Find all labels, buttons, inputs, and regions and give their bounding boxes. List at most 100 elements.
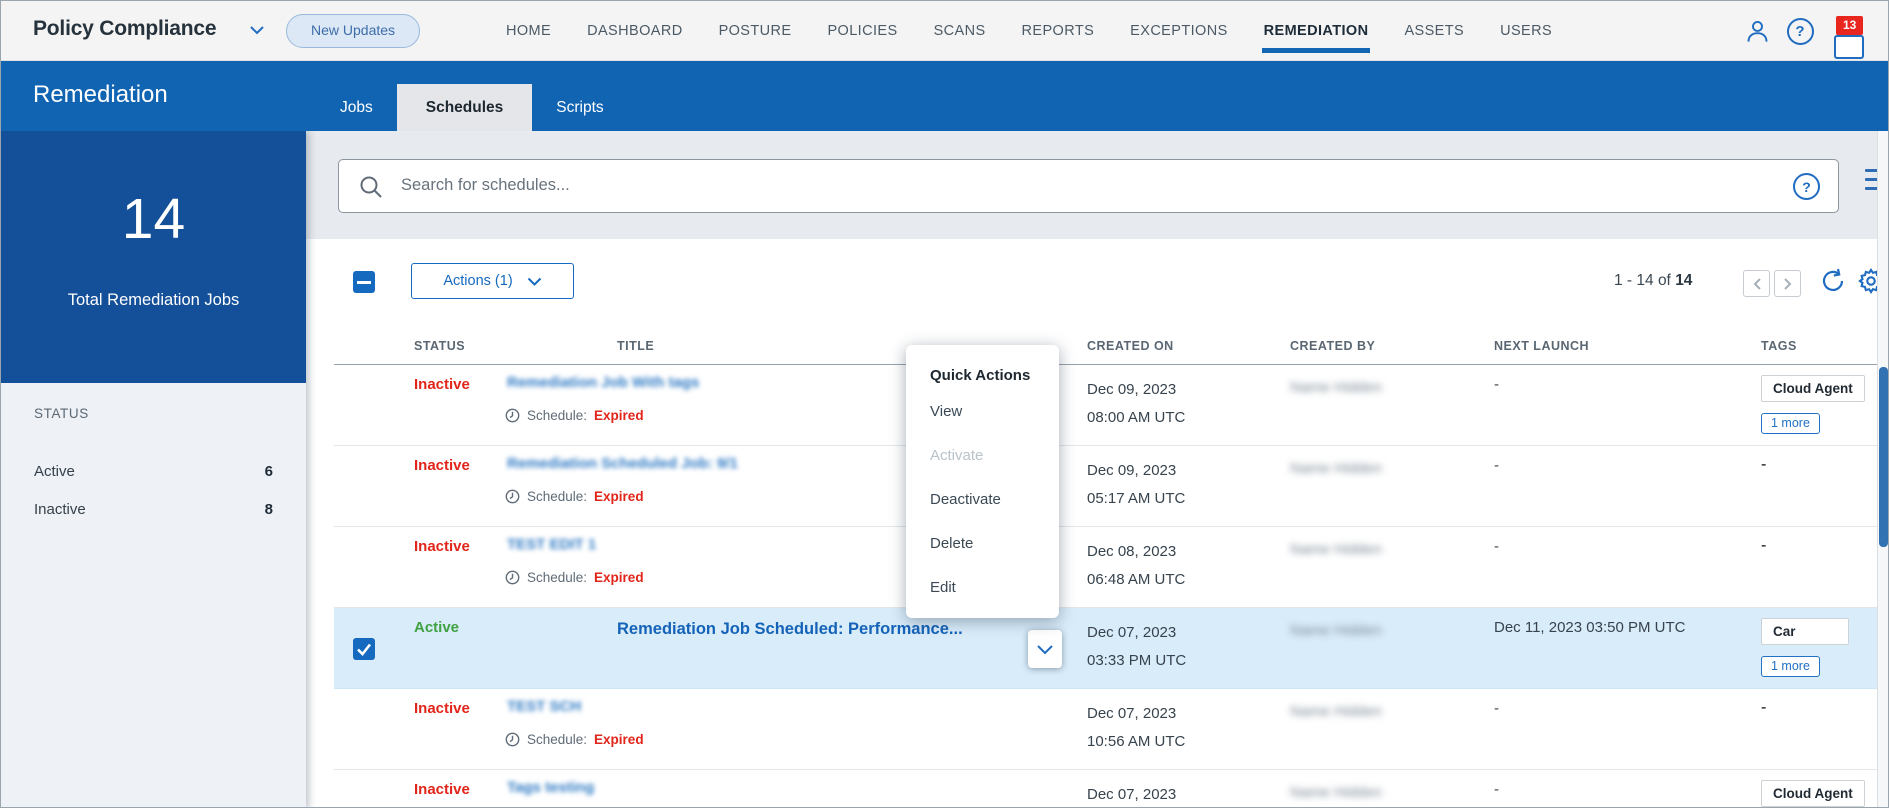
col-header-created-on: CREATED ON — [1087, 339, 1174, 353]
created-on-cell: Dec 08, 2023 06:48 AM UTC — [1087, 543, 1186, 588]
search-help-icon[interactable]: ? — [1793, 173, 1820, 200]
created-by-redacted: Name Hidden — [1290, 460, 1382, 477]
quick-actions-menu: Quick Actions View Activate Deactivate D… — [906, 345, 1059, 618]
schedule-title-link[interactable]: Tags testing — [507, 779, 595, 796]
status-badge: Inactive — [414, 700, 470, 717]
next-launch-cell: Dec 11, 2023 03:50 PM UTC — [1494, 619, 1686, 636]
search-icon — [358, 174, 384, 200]
nav-item-assets[interactable]: ASSETS — [1404, 23, 1465, 39]
tag-chip: Cloud Agent — [1761, 780, 1865, 807]
status-badge: Active — [414, 619, 460, 636]
status-badge: Inactive — [414, 457, 470, 474]
schedule-status-line: Schedule: Expired — [505, 489, 644, 504]
next-launch-cell: - — [1494, 457, 1499, 474]
created-on-cell: Dec 07, 2023 — [1087, 786, 1177, 803]
row-checkbox-checked[interactable] — [353, 638, 375, 660]
row-quick-actions-button[interactable] — [1028, 630, 1062, 668]
nav-item-scans[interactable]: SCANS — [933, 23, 986, 39]
created-on-cell: Dec 09, 2023 08:00 AM UTC — [1087, 381, 1186, 426]
new-updates-button[interactable]: New Updates — [286, 14, 421, 48]
tags-cell: - — [1761, 537, 1767, 554]
prev-page-button[interactable] — [1743, 270, 1770, 297]
schedule-status-line: Schedule: Expired — [505, 570, 644, 585]
vertical-scrollbar — [1877, 131, 1888, 807]
more-tags-chip[interactable]: 1 more — [1761, 656, 1820, 677]
actions-dropdown-button[interactable]: Actions (1) — [411, 263, 574, 299]
notification-doc-icon — [1834, 35, 1864, 59]
main-nav: HOME DASHBOARD POSTURE POLICIES SCANS RE… — [506, 1, 1552, 61]
menu-item-deactivate[interactable]: Deactivate — [930, 491, 1001, 508]
clock-icon — [505, 489, 520, 504]
nav-item-exceptions[interactable]: EXCEPTIONS — [1130, 23, 1228, 39]
tags-cell: Cloud Agent — [1761, 780, 1881, 807]
tags-cell: Cloud Agent 1 more — [1761, 375, 1881, 434]
nav-item-remediation[interactable]: REMEDIATION — [1261, 1, 1371, 61]
table-row: Inactive TEST SCH Schedule: Expired Dec … — [334, 689, 1879, 770]
table-row: Inactive Tags testing Dec 07, 2023 Name … — [334, 770, 1881, 807]
tab-scripts[interactable]: Scripts — [556, 99, 604, 116]
notifications-icon[interactable]: 13 — [1828, 16, 1864, 59]
nav-item-posture[interactable]: POSTURE — [718, 23, 792, 39]
schedule-title-link[interactable]: Remediation Job Scheduled: Performance..… — [617, 620, 963, 638]
schedule-prefix: Schedule: — [527, 732, 588, 747]
navbar-icons: ? 13 — [1742, 1, 1864, 61]
menu-item-activate: Activate — [930, 447, 984, 464]
nav-item-dashboard[interactable]: DASHBOARD — [587, 23, 683, 39]
clock-icon — [505, 732, 520, 747]
filter-lines-icon[interactable] — [1865, 169, 1888, 196]
created-by-redacted: Name Hidden — [1290, 541, 1382, 558]
quick-actions-header: Quick Actions — [930, 367, 1031, 384]
menu-item-delete[interactable]: Delete — [930, 535, 974, 552]
table-header: STATUS TITLE CREATED ON CREATED BY NEXT … — [334, 333, 1879, 365]
user-profile-icon[interactable] — [1742, 16, 1772, 46]
schedule-title-link[interactable]: Remediation Job With tags — [507, 374, 700, 391]
filters-sidebar: 14 Total Remediation Jobs STATUS Active … — [1, 131, 306, 807]
menu-item-view[interactable]: View — [930, 403, 963, 420]
schedule-status-line: Schedule: Expired — [505, 408, 644, 423]
remediation-subnav: Remediation Jobs Schedules Scripts — [1, 61, 1888, 131]
table-row: Inactive TEST EDIT 1 Schedule: Expired D… — [334, 527, 1879, 608]
total-jobs-count: 14 — [121, 187, 186, 251]
status-badge: Inactive — [414, 538, 470, 555]
tab-schedules[interactable]: Schedules — [396, 84, 533, 131]
created-on-cell: Dec 07, 2023 03:33 PM UTC — [1087, 624, 1187, 669]
active-nav-underline — [1261, 48, 1371, 53]
pagination-range: 1 - 14 of 14 — [1614, 272, 1692, 290]
help-icon[interactable]: ? — [1785, 16, 1815, 46]
select-all-checkbox[interactable] — [353, 271, 375, 293]
total-jobs-panel: 14 Total Remediation Jobs — [1, 131, 306, 383]
app-title-dropdown[interactable]: Policy Compliance — [33, 17, 217, 40]
tags-cell: - — [1761, 699, 1767, 716]
filter-inactive[interactable]: Inactive 8 — [1, 492, 306, 526]
schedule-expired: Expired — [594, 732, 644, 747]
tag-chip: Car — [1761, 618, 1849, 645]
schedule-title-link[interactable]: TEST EDIT 1 — [507, 536, 597, 553]
table-row: Inactive Remediation Scheduled Job: 9/1 … — [334, 446, 1879, 527]
chevron-down-icon[interactable] — [249, 25, 265, 35]
search-zone: ? — [306, 131, 1888, 239]
pagination-range-text: 1 - 14 of — [1614, 272, 1671, 289]
top-navbar: Policy Compliance New Updates HOME DASHB… — [1, 1, 1888, 61]
schedule-title-link[interactable]: TEST SCH — [507, 698, 582, 715]
schedule-title-link[interactable]: Remediation Scheduled Job: 9/1 — [507, 455, 738, 472]
pagination-total: 14 — [1675, 272, 1693, 289]
filter-active[interactable]: Active 6 — [1, 454, 306, 488]
more-tags-chip[interactable]: 1 more — [1761, 413, 1820, 434]
schedules-main: ? Actions (1) 1 - 14 of 14 — [306, 131, 1888, 807]
filter-active-count: 6 — [264, 462, 273, 480]
refresh-icon[interactable] — [1819, 267, 1847, 295]
nav-item-users[interactable]: USERS — [1500, 23, 1553, 39]
tags-cell: - — [1761, 456, 1767, 473]
nav-item-home[interactable]: HOME — [506, 23, 552, 39]
col-header-title: TITLE — [617, 339, 655, 353]
next-launch-cell: - — [1494, 376, 1499, 393]
next-page-button[interactable] — [1774, 270, 1801, 297]
menu-item-edit[interactable]: Edit — [930, 579, 956, 596]
scrollbar-thumb[interactable] — [1879, 367, 1888, 547]
search-input[interactable] — [401, 160, 1781, 211]
nav-item-reports[interactable]: REPORTS — [1021, 23, 1095, 39]
col-header-tags: TAGS — [1761, 339, 1797, 353]
nav-item-policies[interactable]: POLICIES — [827, 23, 898, 39]
tab-jobs[interactable]: Jobs — [340, 99, 373, 116]
tags-cell: Car 1 more — [1761, 618, 1881, 677]
